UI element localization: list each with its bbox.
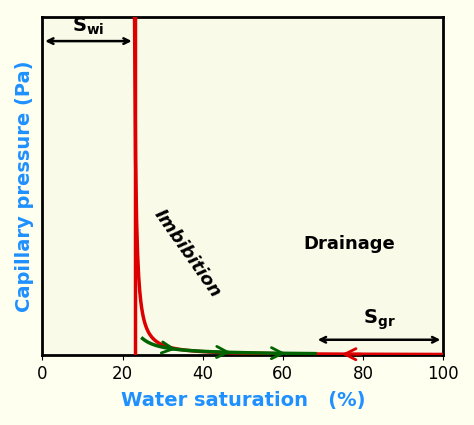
Text: $\mathbf{S_{wi}}$: $\mathbf{S_{wi}}$ xyxy=(72,15,105,37)
Text: Imbibition: Imbibition xyxy=(151,206,225,301)
X-axis label: Water saturation   (%): Water saturation (%) xyxy=(120,391,365,410)
Text: $\mathbf{S_{gr}}$: $\mathbf{S_{gr}}$ xyxy=(363,307,395,332)
Y-axis label: Capillary pressure (Pa): Capillary pressure (Pa) xyxy=(15,60,34,312)
Text: Drainage: Drainage xyxy=(303,235,395,252)
